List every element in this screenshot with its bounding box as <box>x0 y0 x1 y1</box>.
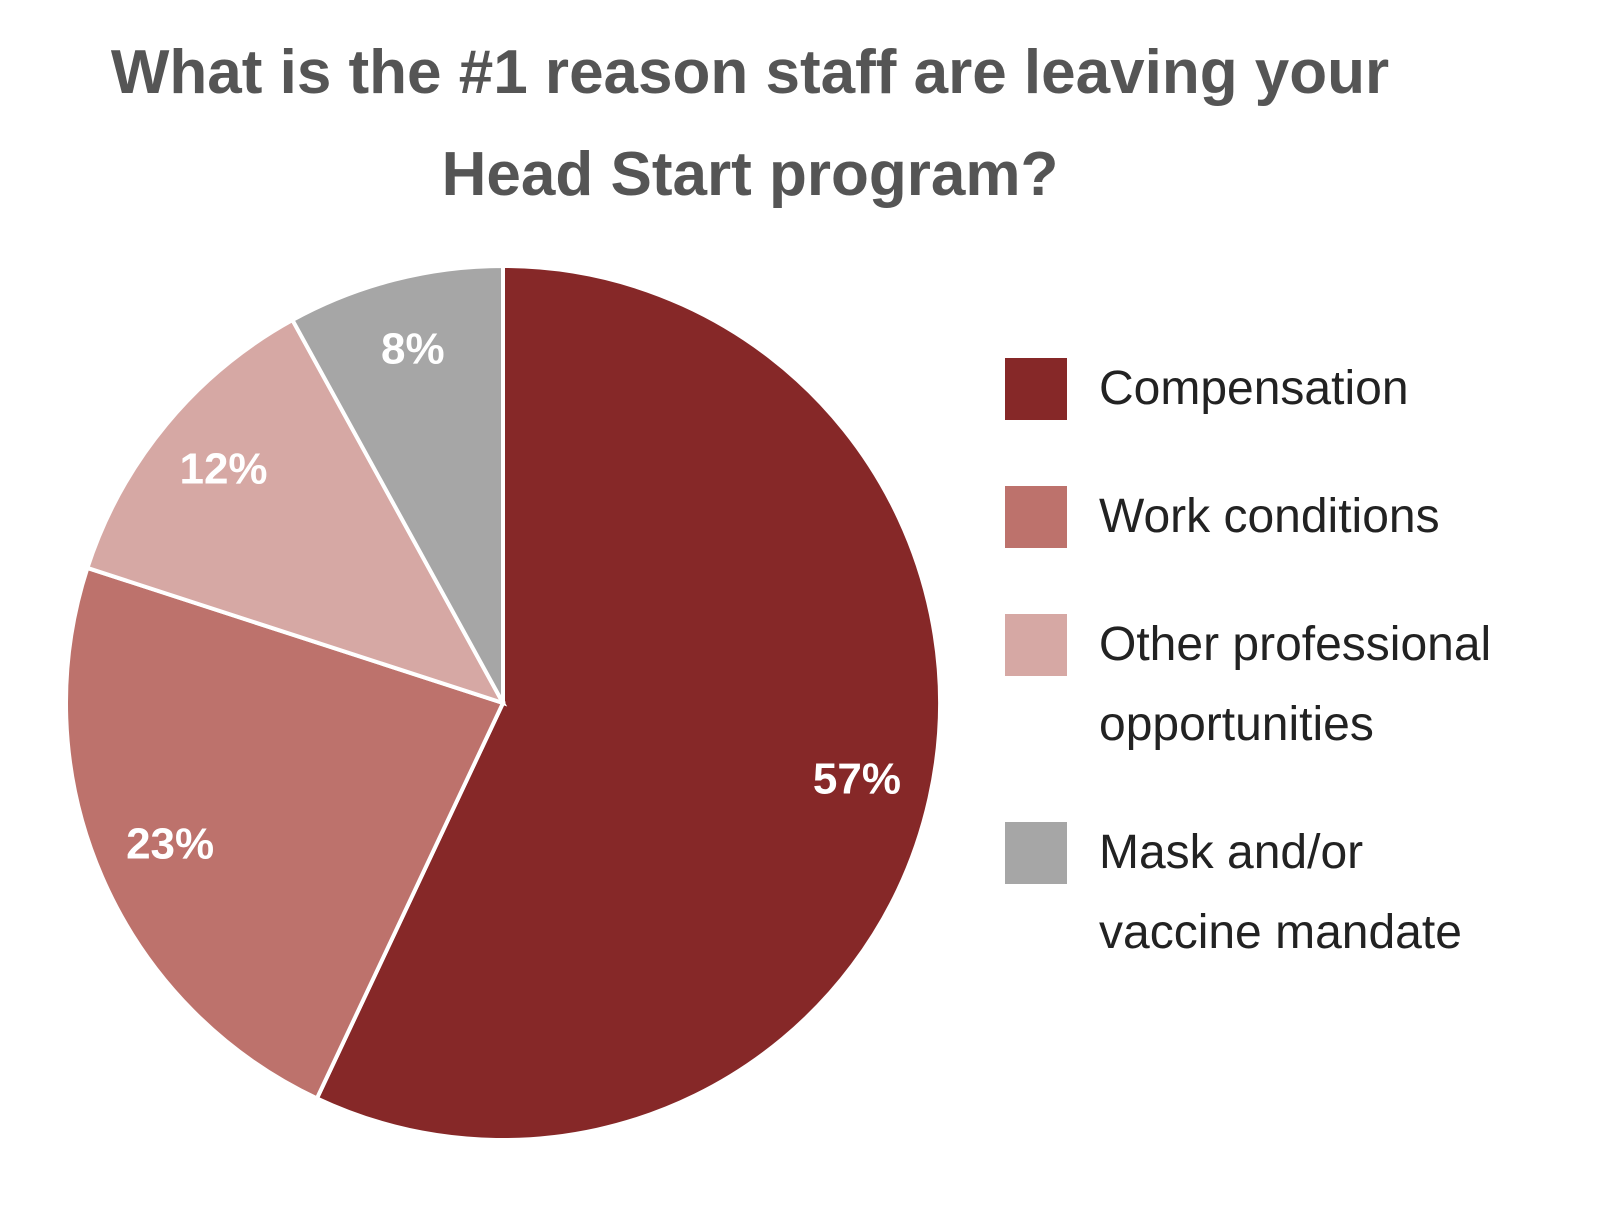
pie-slice <box>314 263 942 1142</box>
legend-label: Compensation <box>1099 362 1409 415</box>
legend-swatch <box>1005 358 1067 420</box>
legend-entry: Work conditions <box>1005 486 1539 557</box>
legend-entry: Mask and/or vaccine mandate <box>1005 822 1539 973</box>
pie-slice <box>64 565 506 1102</box>
legend-label: Other professional opportunities <box>1099 618 1492 751</box>
value-label: 12% <box>179 444 267 493</box>
legend-swatch <box>1005 822 1067 884</box>
chart-title: What is the #1 reason staff are leaving … <box>110 38 1390 209</box>
pie-slice <box>84 317 508 707</box>
value-label: 8% <box>381 324 445 373</box>
legend-swatch <box>1005 486 1067 548</box>
pie-slice <box>289 263 505 704</box>
legend-label: Work conditions <box>1099 490 1440 543</box>
legend-swatch <box>1005 614 1067 676</box>
value-label: 57% <box>813 755 901 804</box>
pie-chart: 57% 23% 12% 8% <box>64 263 942 1142</box>
value-label: 23% <box>126 820 214 869</box>
legend-entry: Compensation <box>1005 358 1539 429</box>
legend-label: Mask and/or vaccine mandate <box>1099 826 1462 959</box>
legend-entry: Other professional opportunities <box>1005 614 1539 765</box>
